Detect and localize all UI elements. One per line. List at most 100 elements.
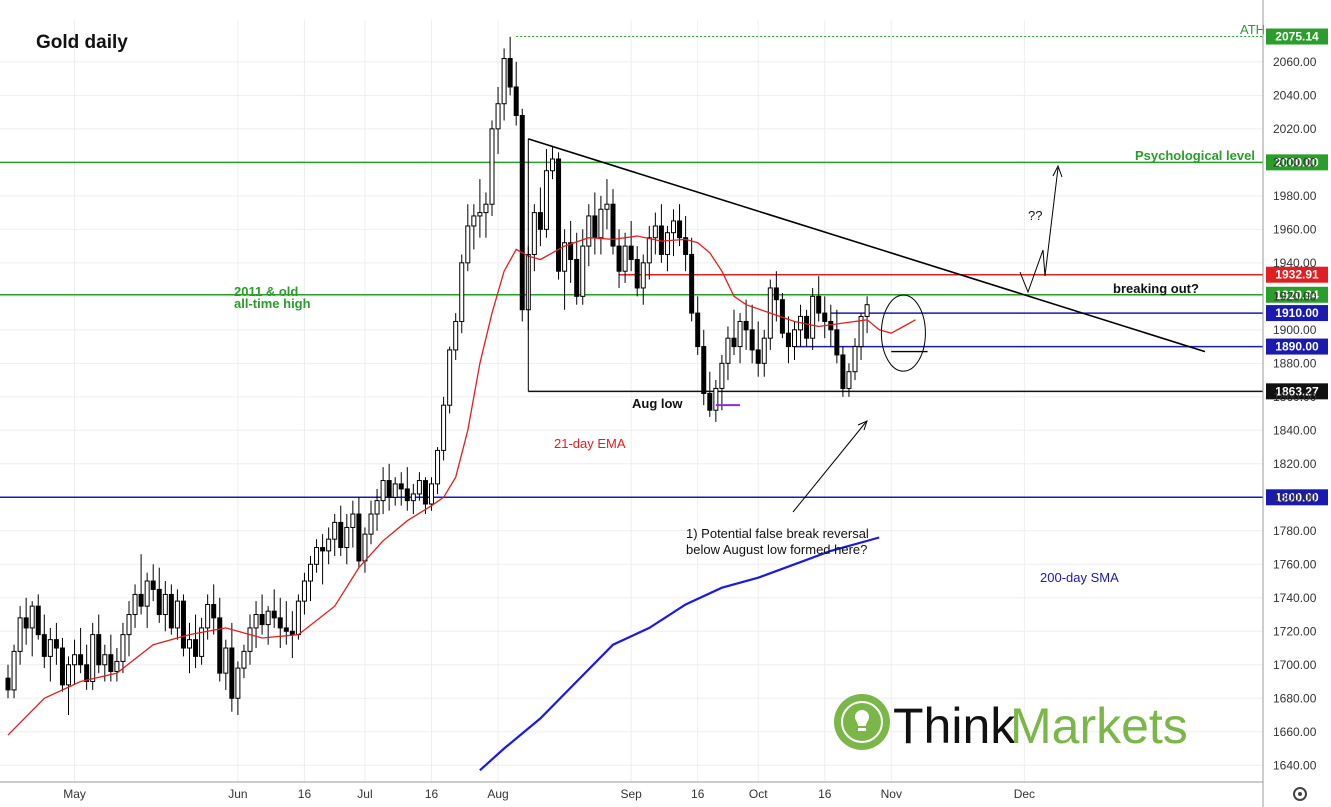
candle-body bbox=[41, 634, 47, 657]
candle-body bbox=[332, 521, 338, 540]
y-tick-label: 1800.00 bbox=[1273, 490, 1317, 504]
candle-body bbox=[259, 614, 265, 626]
candle-body bbox=[628, 245, 634, 260]
candle-body bbox=[550, 158, 555, 172]
candle-body bbox=[622, 245, 628, 272]
candle-body bbox=[368, 513, 374, 535]
y-tick-label: 1640.00 bbox=[1273, 758, 1317, 772]
candle-body bbox=[773, 287, 779, 301]
candle-body bbox=[156, 588, 162, 616]
candle-body bbox=[731, 337, 737, 348]
candle-body bbox=[477, 212, 483, 217]
candle-body bbox=[283, 627, 289, 632]
reversal-note: below August low formed here? bbox=[686, 542, 867, 557]
candle-body bbox=[840, 354, 846, 389]
candle-body bbox=[416, 480, 422, 495]
aug-low-label: Aug low bbox=[632, 396, 683, 411]
y-tick-label: 2040.00 bbox=[1273, 88, 1317, 102]
candle-body bbox=[483, 203, 489, 214]
y-tick-label: 1840.00 bbox=[1273, 423, 1317, 437]
downtrend-line bbox=[528, 138, 1206, 353]
candle-body bbox=[695, 312, 701, 348]
candle-body bbox=[102, 654, 108, 666]
logo-think: Think bbox=[893, 698, 1016, 754]
projection-arrowhead bbox=[1052, 164, 1063, 178]
candle-body bbox=[271, 610, 277, 619]
candle-body bbox=[453, 320, 459, 351]
candle-body bbox=[229, 647, 235, 699]
y-tick-label: 1820.00 bbox=[1273, 457, 1317, 471]
candle-body bbox=[308, 563, 313, 582]
candle-body bbox=[5, 677, 11, 691]
candle-body bbox=[531, 212, 537, 255]
candle-body bbox=[810, 295, 816, 339]
level-tag-label: 1910.00 bbox=[1275, 306, 1319, 320]
candle-body bbox=[495, 103, 501, 130]
candle-body bbox=[507, 58, 513, 88]
y-tick-label: 2020.00 bbox=[1273, 122, 1317, 136]
settings-gear-icon[interactable] bbox=[1293, 787, 1307, 801]
candle-body bbox=[253, 614, 259, 629]
reversal-note: 1) Potential false break reversal bbox=[686, 526, 869, 541]
candle-body bbox=[471, 215, 477, 227]
candle-body bbox=[422, 480, 428, 505]
reversal-pointer-head bbox=[857, 420, 868, 431]
candle-body bbox=[320, 547, 326, 552]
candle-body bbox=[822, 312, 828, 322]
sma-label: 200-day SMA bbox=[1040, 570, 1119, 585]
y-tick-label: 2060.00 bbox=[1273, 55, 1317, 69]
level-tag-label: 1863.27 bbox=[1275, 384, 1319, 398]
x-tick-label: Jul bbox=[357, 787, 372, 801]
y-tick-label: 1740.00 bbox=[1273, 591, 1317, 605]
candle-body bbox=[634, 258, 640, 289]
candle-body bbox=[519, 114, 525, 311]
candle-body bbox=[834, 329, 840, 356]
candle-body bbox=[846, 371, 852, 389]
level-tag-label: 2000.00 bbox=[1275, 155, 1319, 169]
candle-body bbox=[652, 225, 658, 239]
candle-body bbox=[11, 650, 17, 691]
x-tick-label: Oct bbox=[749, 787, 768, 801]
candle-body bbox=[858, 315, 864, 348]
candle-body bbox=[150, 580, 156, 590]
candle-body bbox=[53, 639, 59, 649]
candle-body bbox=[23, 617, 29, 629]
level-tag-label: 1890.00 bbox=[1275, 340, 1319, 354]
candle-body bbox=[277, 617, 283, 629]
candle-body bbox=[90, 634, 96, 683]
candle-body bbox=[640, 262, 646, 289]
candle-body bbox=[441, 404, 447, 451]
x-tick-label: Aug bbox=[487, 787, 508, 801]
y-tick-label: 2000.00 bbox=[1273, 155, 1317, 169]
candle-body bbox=[392, 483, 398, 498]
candle-body bbox=[138, 593, 144, 607]
candle-body bbox=[543, 170, 549, 230]
candle-body bbox=[447, 349, 453, 406]
candle-body bbox=[852, 346, 858, 373]
candle-body bbox=[356, 513, 362, 562]
candle-body bbox=[314, 547, 320, 565]
candle-body bbox=[707, 392, 713, 411]
y-tick-label: 1780.00 bbox=[1273, 524, 1317, 538]
level-tag bbox=[1266, 266, 1328, 283]
candle-body bbox=[598, 208, 604, 239]
old-high-label: all-time high bbox=[234, 296, 311, 311]
candle-body bbox=[350, 513, 356, 528]
ema-label: 21-day EMA bbox=[554, 436, 626, 451]
level-tag bbox=[1266, 154, 1328, 171]
candle-body bbox=[162, 593, 168, 616]
candle-body bbox=[586, 215, 592, 247]
candle-body bbox=[501, 58, 507, 105]
y-tick-label: 1700.00 bbox=[1273, 658, 1317, 672]
candle-body bbox=[193, 639, 199, 657]
projection-arrow bbox=[1019, 167, 1059, 294]
candle-body bbox=[265, 610, 271, 626]
candle-body bbox=[59, 647, 65, 686]
candle-body bbox=[737, 320, 743, 348]
ath-label: ATH bbox=[1240, 22, 1265, 37]
candle-body bbox=[398, 483, 404, 490]
old-high-label: 2011 & old bbox=[234, 284, 298, 299]
candle-body bbox=[489, 128, 495, 205]
candle-body bbox=[864, 304, 870, 317]
candle-body bbox=[562, 242, 568, 272]
